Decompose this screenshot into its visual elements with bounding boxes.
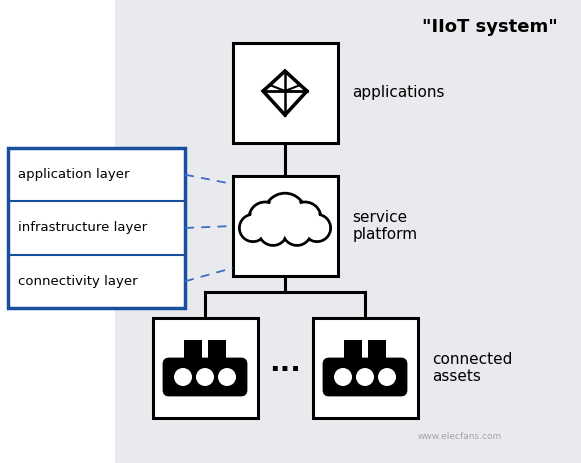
- Text: service
platform: service platform: [353, 210, 418, 242]
- Circle shape: [291, 204, 319, 232]
- FancyBboxPatch shape: [232, 43, 338, 143]
- Circle shape: [378, 368, 396, 386]
- Circle shape: [289, 202, 321, 234]
- FancyBboxPatch shape: [313, 318, 418, 418]
- Text: ...: ...: [269, 349, 301, 377]
- Text: application layer: application layer: [18, 168, 130, 181]
- Circle shape: [251, 204, 279, 232]
- Circle shape: [305, 216, 329, 240]
- Circle shape: [249, 202, 281, 234]
- Circle shape: [284, 219, 310, 244]
- Circle shape: [267, 196, 303, 232]
- FancyBboxPatch shape: [344, 340, 362, 364]
- FancyBboxPatch shape: [208, 340, 226, 364]
- FancyBboxPatch shape: [164, 359, 246, 395]
- FancyBboxPatch shape: [368, 340, 386, 364]
- FancyBboxPatch shape: [184, 340, 202, 364]
- Text: applications: applications: [353, 86, 445, 100]
- FancyBboxPatch shape: [8, 148, 185, 308]
- FancyBboxPatch shape: [324, 359, 406, 395]
- Circle shape: [260, 219, 286, 244]
- FancyBboxPatch shape: [115, 0, 581, 463]
- Circle shape: [303, 214, 331, 242]
- Polygon shape: [263, 71, 307, 115]
- Circle shape: [264, 193, 306, 235]
- Text: "IIoT system": "IIoT system": [422, 18, 558, 36]
- FancyBboxPatch shape: [232, 176, 338, 276]
- Circle shape: [239, 214, 267, 242]
- Circle shape: [174, 368, 192, 386]
- Circle shape: [334, 368, 352, 386]
- Text: infrastructure layer: infrastructure layer: [18, 221, 147, 234]
- Circle shape: [218, 368, 236, 386]
- Text: connectivity layer: connectivity layer: [18, 275, 138, 288]
- Circle shape: [196, 368, 214, 386]
- Text: connected
assets: connected assets: [432, 352, 513, 384]
- Text: www.elecfans.com: www.elecfans.com: [418, 432, 502, 441]
- FancyBboxPatch shape: [152, 318, 257, 418]
- Circle shape: [241, 216, 265, 240]
- Circle shape: [356, 368, 374, 386]
- Circle shape: [259, 217, 288, 245]
- Circle shape: [282, 217, 311, 245]
